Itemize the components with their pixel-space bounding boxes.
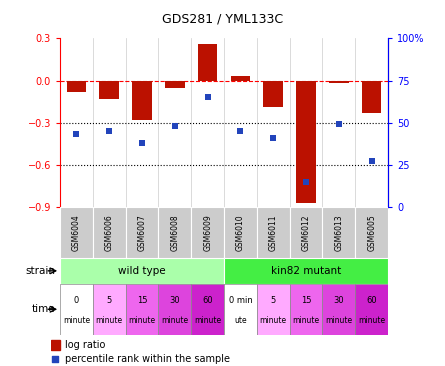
- Text: 5: 5: [107, 296, 112, 305]
- Bar: [198, 44, 218, 81]
- Bar: [158, 207, 191, 258]
- Bar: [257, 284, 290, 335]
- Bar: [263, 81, 283, 107]
- Bar: [329, 81, 349, 83]
- Text: GSM6006: GSM6006: [105, 214, 114, 251]
- Text: minute: minute: [260, 316, 287, 325]
- Text: ute: ute: [234, 316, 247, 325]
- Bar: [224, 258, 388, 284]
- Text: GSM6009: GSM6009: [203, 214, 212, 251]
- Bar: [165, 81, 185, 87]
- Point: [73, 131, 80, 137]
- Bar: [51, 340, 60, 350]
- Point: [106, 128, 113, 134]
- Text: 60: 60: [366, 296, 377, 305]
- Point: [303, 179, 310, 184]
- Bar: [93, 284, 125, 335]
- Bar: [224, 284, 257, 335]
- Point: [204, 94, 211, 100]
- Text: GDS281 / YML133C: GDS281 / YML133C: [162, 13, 283, 26]
- Bar: [290, 284, 323, 335]
- Text: percentile rank within the sample: percentile rank within the sample: [65, 354, 230, 363]
- Text: 30: 30: [170, 296, 180, 305]
- Text: GSM6004: GSM6004: [72, 214, 81, 251]
- Text: GSM6011: GSM6011: [269, 214, 278, 251]
- Bar: [355, 207, 388, 258]
- Bar: [67, 81, 86, 92]
- Bar: [224, 207, 257, 258]
- Bar: [125, 207, 158, 258]
- Point: [52, 356, 59, 362]
- Text: minute: minute: [325, 316, 352, 325]
- Point: [171, 123, 178, 129]
- Text: 15: 15: [301, 296, 311, 305]
- Bar: [125, 284, 158, 335]
- Point: [237, 128, 244, 134]
- Text: GSM6010: GSM6010: [236, 214, 245, 251]
- Point: [368, 158, 375, 164]
- Text: 15: 15: [137, 296, 147, 305]
- Text: GSM6013: GSM6013: [334, 214, 344, 251]
- Point: [270, 135, 277, 141]
- Text: 0 min: 0 min: [229, 296, 252, 305]
- Bar: [93, 207, 125, 258]
- Point: [138, 140, 146, 146]
- Bar: [60, 284, 93, 335]
- Text: log ratio: log ratio: [65, 340, 105, 350]
- Bar: [231, 76, 250, 81]
- Bar: [362, 81, 381, 113]
- Bar: [290, 207, 323, 258]
- Text: minute: minute: [96, 316, 123, 325]
- Bar: [296, 81, 316, 202]
- Text: strain: strain: [26, 266, 56, 276]
- Text: kin82 mutant: kin82 mutant: [271, 266, 341, 276]
- Text: wild type: wild type: [118, 266, 166, 276]
- Text: 30: 30: [334, 296, 344, 305]
- Text: time: time: [32, 304, 56, 314]
- Text: minute: minute: [63, 316, 90, 325]
- Text: GSM6007: GSM6007: [138, 214, 146, 251]
- Text: 5: 5: [271, 296, 276, 305]
- Text: GSM6005: GSM6005: [367, 214, 376, 251]
- Bar: [60, 207, 93, 258]
- Bar: [60, 258, 224, 284]
- Bar: [257, 207, 290, 258]
- Text: minute: minute: [194, 316, 221, 325]
- Text: GSM6012: GSM6012: [302, 214, 311, 251]
- Text: minute: minute: [292, 316, 320, 325]
- Bar: [191, 284, 224, 335]
- Bar: [99, 81, 119, 99]
- Text: 60: 60: [202, 296, 213, 305]
- Bar: [355, 284, 388, 335]
- Text: minute: minute: [161, 316, 188, 325]
- Text: GSM6008: GSM6008: [170, 214, 179, 251]
- Bar: [132, 81, 152, 120]
- Bar: [158, 284, 191, 335]
- Bar: [191, 207, 224, 258]
- Text: minute: minute: [129, 316, 156, 325]
- Bar: [323, 207, 355, 258]
- Bar: [323, 284, 355, 335]
- Text: minute: minute: [358, 316, 385, 325]
- Point: [335, 122, 342, 127]
- Text: 0: 0: [74, 296, 79, 305]
